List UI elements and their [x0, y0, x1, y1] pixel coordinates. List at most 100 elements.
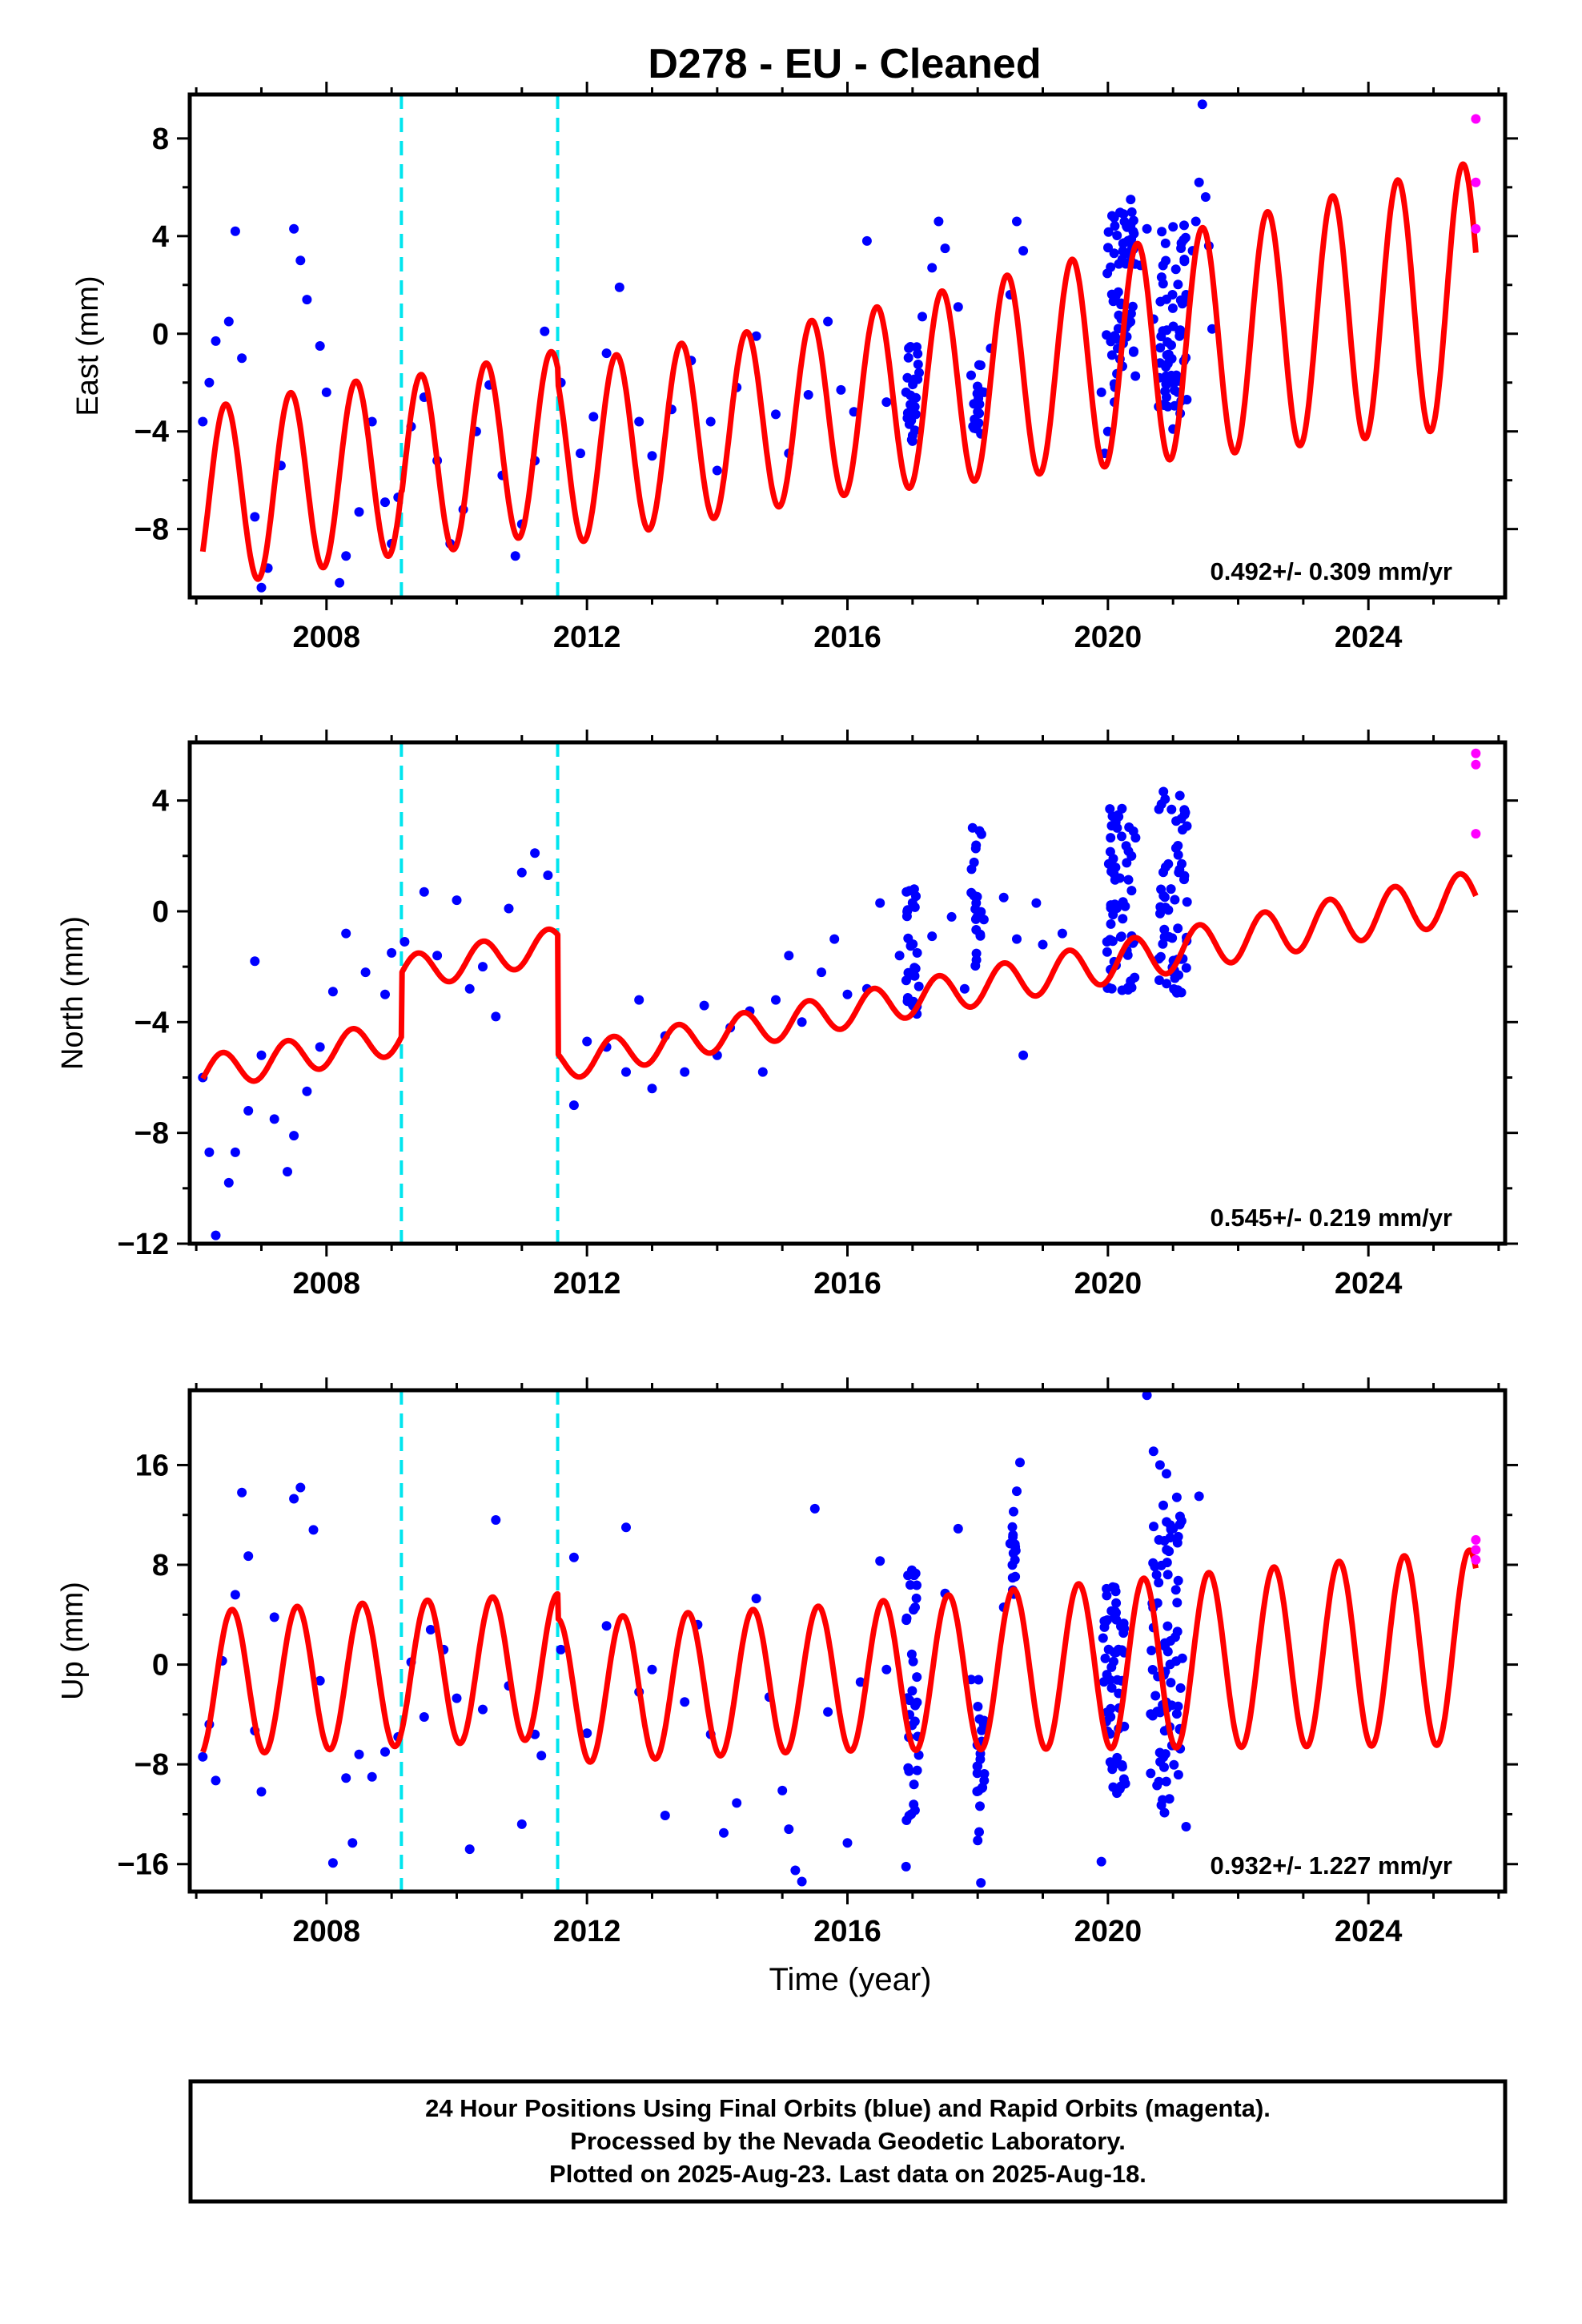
final-orbit-point: [1102, 1707, 1112, 1718]
y-tick-label: −8: [135, 1117, 169, 1151]
final-orbit-point: [1015, 1458, 1025, 1468]
final-orbit-point: [823, 1707, 833, 1717]
final-orbit-point: [250, 956, 260, 967]
final-orbit-point: [1170, 264, 1181, 275]
final-orbit-point: [1174, 790, 1185, 801]
final-orbit-point: [1194, 177, 1204, 187]
final-orbit-point: [302, 1086, 312, 1096]
final-orbit-point: [360, 967, 371, 978]
final-orbit-point: [912, 947, 922, 958]
final-orbit-point: [829, 934, 840, 944]
final-orbit-point: [1117, 1760, 1127, 1770]
final-orbit-point: [1096, 387, 1106, 397]
final-orbit-point: [1128, 347, 1138, 357]
final-orbit-point: [1178, 235, 1189, 245]
final-orbit-point: [464, 1844, 475, 1855]
final-orbit-point: [1194, 1491, 1204, 1502]
final-orbit-point: [1124, 822, 1134, 832]
final-orbit-point: [647, 451, 657, 461]
final-orbit-point: [1159, 1536, 1170, 1546]
final-orbit-point: [1154, 804, 1164, 814]
x-tick-label: 2012: [553, 621, 621, 654]
final-orbit-point: [1173, 1575, 1183, 1586]
final-orbit-point: [1175, 1683, 1186, 1693]
x-tick-label: 2008: [293, 621, 361, 654]
x-tick-label: 2016: [813, 1915, 881, 1948]
final-orbit-point: [973, 1835, 983, 1846]
final-orbit-point: [1113, 287, 1123, 297]
final-orbit-point: [974, 399, 985, 409]
final-orbit-point: [1170, 385, 1179, 396]
final-orbit-point: [784, 951, 794, 961]
final-orbit-point: [978, 1719, 989, 1729]
y-tick-label: −4: [135, 1006, 169, 1039]
final-orbit-point: [1117, 803, 1127, 814]
final-orbit-point: [1158, 1500, 1168, 1510]
final-orbit-point: [1172, 1626, 1182, 1637]
final-orbit-point: [540, 326, 550, 336]
footer-line-1: 24 Hour Positions Using Final Orbits (bl…: [425, 2094, 1271, 2122]
y-tick-label: 4: [152, 220, 169, 254]
final-orbit-point: [908, 1656, 918, 1667]
final-orbit-point: [243, 1106, 254, 1116]
x-tick-label: 2024: [1335, 1915, 1403, 1948]
final-orbit-point: [452, 895, 462, 906]
footer-line-3: Plotted on 2025-Aug-23. Last data on 202…: [549, 2160, 1146, 2188]
final-orbit-point: [901, 1861, 911, 1872]
final-orbit-point: [1007, 1522, 1018, 1532]
final-orbit-point: [1165, 1659, 1175, 1670]
final-orbit-point: [478, 962, 488, 972]
final-orbit-point: [912, 1580, 921, 1590]
final-orbit-point: [969, 857, 979, 867]
final-orbit-point: [1010, 1555, 1020, 1565]
final-orbit-point: [1166, 370, 1176, 380]
x-tick-label: 2020: [1074, 1915, 1142, 1948]
final-orbit-point: [510, 551, 520, 561]
final-orbit-point: [777, 1785, 788, 1795]
final-orbit-point: [771, 409, 781, 420]
final-orbit-point: [327, 1858, 338, 1868]
footer-box: 24 Hour Positions Using Final Orbits (bl…: [188, 2079, 1508, 2204]
final-orbit-point: [1176, 1516, 1186, 1526]
final-orbit-point: [902, 993, 913, 1003]
final-orbit-point: [1162, 1558, 1172, 1568]
final-orbit-point: [256, 582, 267, 593]
final-orbit-point: [1152, 1707, 1162, 1717]
final-orbit-point: [308, 1525, 319, 1535]
final-orbit-point: [1126, 195, 1136, 205]
final-orbit-point: [1098, 1633, 1108, 1643]
final-orbit-point: [902, 408, 913, 418]
final-orbit-point: [1165, 1520, 1175, 1530]
final-orbit-point: [902, 372, 913, 383]
final-orbit-point: [910, 963, 921, 974]
final-orbit-point: [809, 1503, 820, 1514]
final-orbit-point: [1170, 895, 1180, 905]
final-orbit-point: [1010, 1542, 1021, 1552]
final-orbit-point: [380, 497, 390, 508]
final-orbit-point: [1110, 817, 1121, 827]
final-orbit-point: [621, 1522, 631, 1533]
panel-up: 2008 2012 2016 2020 2024 −16 −8 0 8 16 Up (mm) 0.93…: [56, 1377, 1518, 1948]
final-orbit-point: [909, 1570, 919, 1581]
final-orbit-point: [1116, 931, 1126, 942]
y-tick-label: 8: [152, 1549, 169, 1582]
final-orbit-point: [315, 1042, 325, 1052]
x-axis-label: Time (year): [769, 1962, 932, 1997]
final-orbit-point: [1169, 984, 1179, 994]
rapid-orbit-point: [1471, 1534, 1481, 1545]
figure-title: D278 - EU - Cleaned: [648, 41, 1041, 87]
final-orbit-point: [881, 397, 892, 408]
final-orbit-point: [1176, 243, 1186, 253]
final-orbit-point: [972, 1768, 982, 1779]
footer-frame: [188, 2079, 1508, 2204]
final-orbit-point: [1155, 1757, 1166, 1767]
final-orbit-point: [1126, 207, 1137, 217]
final-orbit-point: [1118, 897, 1128, 907]
final-orbit-point: [1162, 1570, 1173, 1580]
x-tick-label: 2008: [293, 1915, 361, 1948]
final-orbit-point: [910, 1700, 921, 1711]
rapid-orbit-point: [1471, 829, 1481, 839]
final-orbit-point: [1160, 794, 1170, 804]
final-orbit-point: [757, 1067, 768, 1077]
x-tick-label: 2020: [1074, 621, 1142, 654]
